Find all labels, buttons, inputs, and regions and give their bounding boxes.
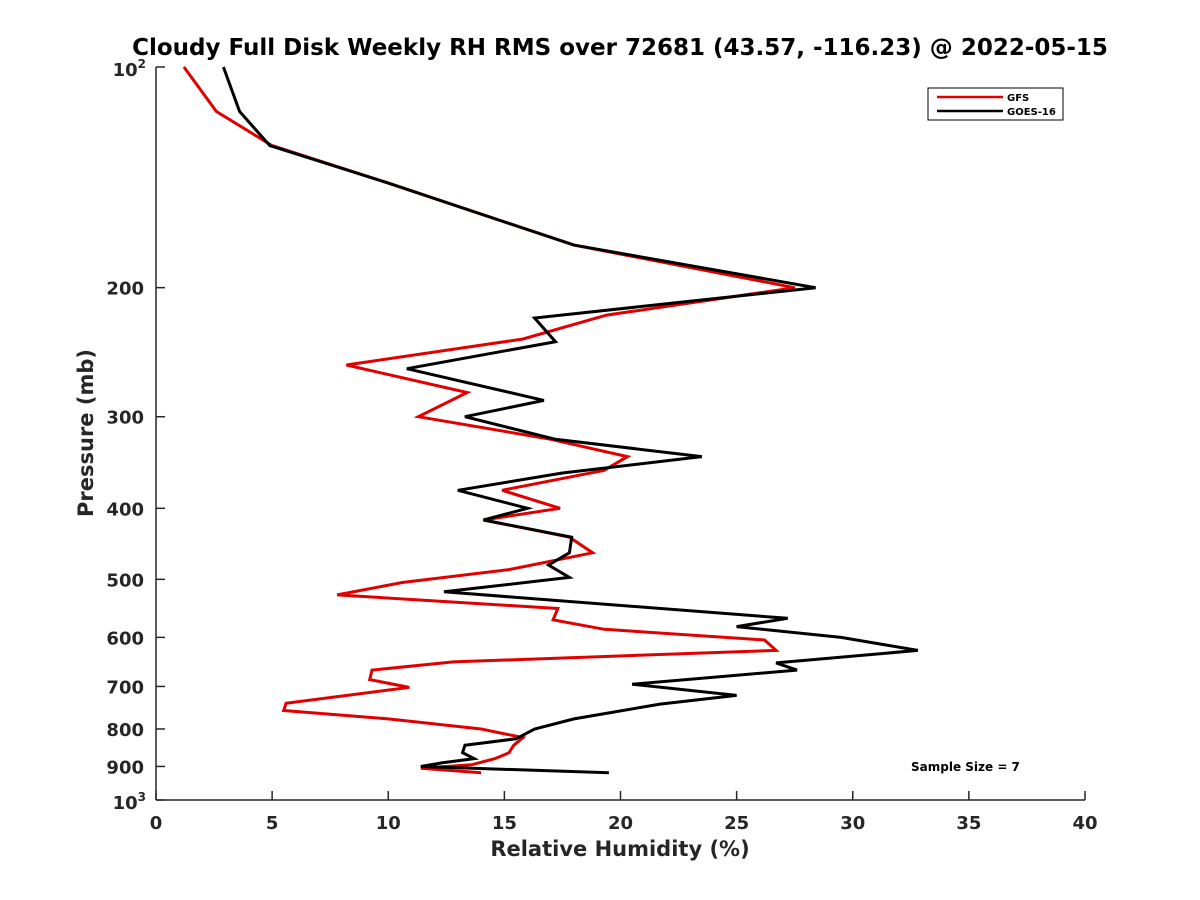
x-tick-label: 15 bbox=[492, 813, 517, 834]
y-tick-label: 400 bbox=[106, 499, 144, 520]
y-tick-label: 700 bbox=[106, 677, 144, 698]
y-axis-label: Pressure (mb) bbox=[74, 349, 98, 517]
legend-label-gfs: GFS bbox=[1007, 93, 1029, 104]
x-tick-label: 40 bbox=[1072, 813, 1097, 834]
x-tick-label: 25 bbox=[724, 813, 749, 834]
x-tick-label: 20 bbox=[608, 813, 633, 834]
x-axis-label: Relative Humidity (%) bbox=[490, 837, 749, 861]
series-line-gfs bbox=[182, 66, 795, 775]
y-tick-label: 200 bbox=[106, 279, 144, 300]
x-tick-label: 5 bbox=[266, 813, 279, 834]
chart-title: Cloudy Full Disk Weekly RH RMS over 7268… bbox=[132, 35, 1108, 61]
y-tick-label: 102 bbox=[113, 57, 146, 81]
x-tick-label: 0 bbox=[150, 813, 163, 834]
y-tick-label: 800 bbox=[106, 720, 144, 741]
x-tick-label: 10 bbox=[376, 813, 401, 834]
x-ticks: 0 5 10 15 20 25 30 35 40 bbox=[150, 791, 1098, 834]
y-tick-label: 103 bbox=[113, 790, 146, 814]
y-tick-label: 300 bbox=[106, 408, 144, 429]
y-tick-label: 600 bbox=[106, 628, 144, 649]
y-tick-label: 500 bbox=[106, 570, 144, 591]
series-lines bbox=[182, 66, 919, 775]
legend-label-goes16: GOES-16 bbox=[1007, 107, 1056, 118]
series-line-goes16 bbox=[221, 66, 919, 775]
legend-box bbox=[927, 87, 1064, 121]
y-tick-label: 900 bbox=[106, 757, 144, 778]
x-tick-label: 35 bbox=[956, 813, 981, 834]
sample-size-annotation: Sample Size = 7 bbox=[911, 760, 1020, 774]
legend: GFS GOES-16 bbox=[927, 87, 1064, 121]
y-ticks: 102 200 300 400 500 600 700 800 900 103 bbox=[106, 57, 165, 814]
x-tick-label: 30 bbox=[840, 813, 865, 834]
